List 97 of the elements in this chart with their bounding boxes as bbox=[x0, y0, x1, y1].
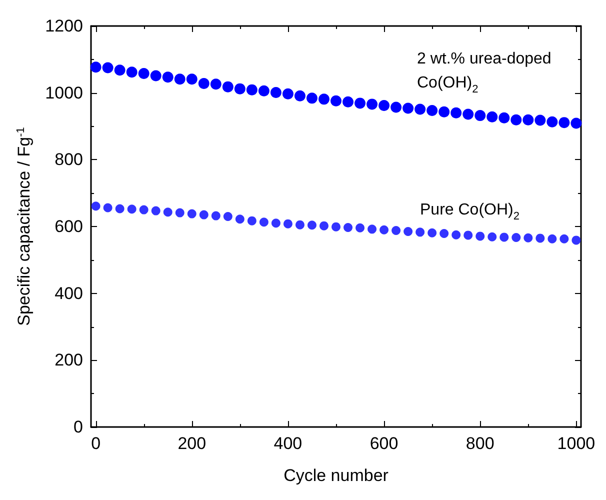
point bbox=[318, 94, 330, 105]
x-tick-label: 0 bbox=[91, 434, 101, 453]
point bbox=[102, 62, 114, 74]
y-tick-label: 600 bbox=[54, 217, 83, 236]
point bbox=[90, 62, 102, 73]
x-axis-title: Cycle number bbox=[284, 466, 389, 485]
point bbox=[522, 114, 534, 126]
point bbox=[282, 88, 294, 100]
point bbox=[306, 92, 318, 104]
point bbox=[390, 102, 402, 113]
point bbox=[486, 111, 498, 122]
point bbox=[414, 104, 426, 115]
point bbox=[488, 232, 497, 242]
point bbox=[114, 64, 126, 76]
point bbox=[175, 208, 184, 218]
point bbox=[307, 220, 316, 230]
point bbox=[440, 229, 449, 238]
point bbox=[368, 224, 377, 234]
point bbox=[235, 214, 244, 224]
point bbox=[464, 230, 473, 240]
point bbox=[366, 98, 378, 110]
point bbox=[211, 211, 220, 220]
point bbox=[354, 98, 366, 109]
point bbox=[450, 107, 462, 118]
point bbox=[210, 78, 222, 90]
point bbox=[258, 85, 270, 96]
point bbox=[126, 66, 138, 78]
x-tick-label: 400 bbox=[274, 434, 302, 453]
point bbox=[546, 116, 558, 128]
point bbox=[127, 204, 136, 214]
point bbox=[187, 209, 196, 218]
point bbox=[378, 100, 390, 112]
x-tick-label: 800 bbox=[466, 434, 494, 453]
x-tick-label: 200 bbox=[178, 434, 206, 453]
point bbox=[320, 221, 328, 230]
point bbox=[223, 212, 232, 221]
point bbox=[548, 234, 557, 244]
point bbox=[174, 74, 186, 85]
point bbox=[332, 222, 340, 232]
point bbox=[536, 234, 545, 243]
point bbox=[524, 233, 533, 242]
y-tick-label: 1200 bbox=[45, 16, 83, 36]
point bbox=[150, 70, 162, 82]
point bbox=[271, 218, 280, 228]
point bbox=[163, 208, 172, 217]
point bbox=[330, 95, 342, 106]
point bbox=[416, 228, 425, 237]
y-tick-label: 1000 bbox=[45, 83, 83, 102]
point bbox=[560, 234, 569, 244]
y-tick-label: 400 bbox=[54, 284, 83, 303]
point bbox=[474, 110, 486, 122]
point bbox=[404, 227, 413, 236]
point bbox=[294, 90, 306, 102]
point bbox=[151, 206, 160, 216]
point bbox=[558, 117, 570, 128]
point bbox=[402, 102, 414, 114]
point bbox=[234, 83, 246, 94]
point bbox=[199, 210, 208, 220]
y-tick-label: 800 bbox=[54, 150, 83, 170]
point bbox=[222, 81, 234, 92]
point bbox=[512, 233, 521, 242]
point bbox=[91, 202, 100, 211]
point bbox=[259, 218, 268, 227]
point bbox=[438, 106, 450, 118]
point bbox=[344, 223, 353, 232]
point bbox=[452, 230, 461, 240]
point bbox=[392, 226, 401, 236]
x-tick-label: 600 bbox=[370, 434, 398, 453]
point bbox=[138, 68, 150, 79]
point bbox=[476, 232, 485, 241]
point bbox=[572, 236, 581, 245]
point bbox=[295, 220, 304, 230]
point bbox=[342, 96, 354, 108]
point bbox=[139, 205, 148, 214]
point bbox=[510, 114, 522, 126]
point bbox=[162, 72, 174, 83]
point bbox=[534, 114, 546, 126]
point bbox=[186, 74, 198, 85]
point bbox=[428, 228, 437, 238]
point bbox=[426, 105, 438, 116]
x-tick-label: 1000 bbox=[557, 434, 596, 453]
point bbox=[380, 225, 389, 234]
point bbox=[247, 216, 256, 226]
point bbox=[103, 203, 112, 212]
point bbox=[283, 219, 292, 228]
point bbox=[246, 84, 258, 96]
y-tick-label: 200 bbox=[54, 350, 83, 370]
point bbox=[270, 87, 282, 98]
point bbox=[570, 118, 582, 129]
point bbox=[115, 204, 124, 214]
point bbox=[500, 232, 509, 242]
point bbox=[356, 223, 365, 232]
point bbox=[198, 78, 210, 89]
point bbox=[462, 108, 474, 120]
point bbox=[498, 112, 510, 124]
y-tick-label: 0 bbox=[74, 418, 83, 436]
y-axis-title: Specific capacitance / Fg-1 bbox=[14, 127, 34, 326]
